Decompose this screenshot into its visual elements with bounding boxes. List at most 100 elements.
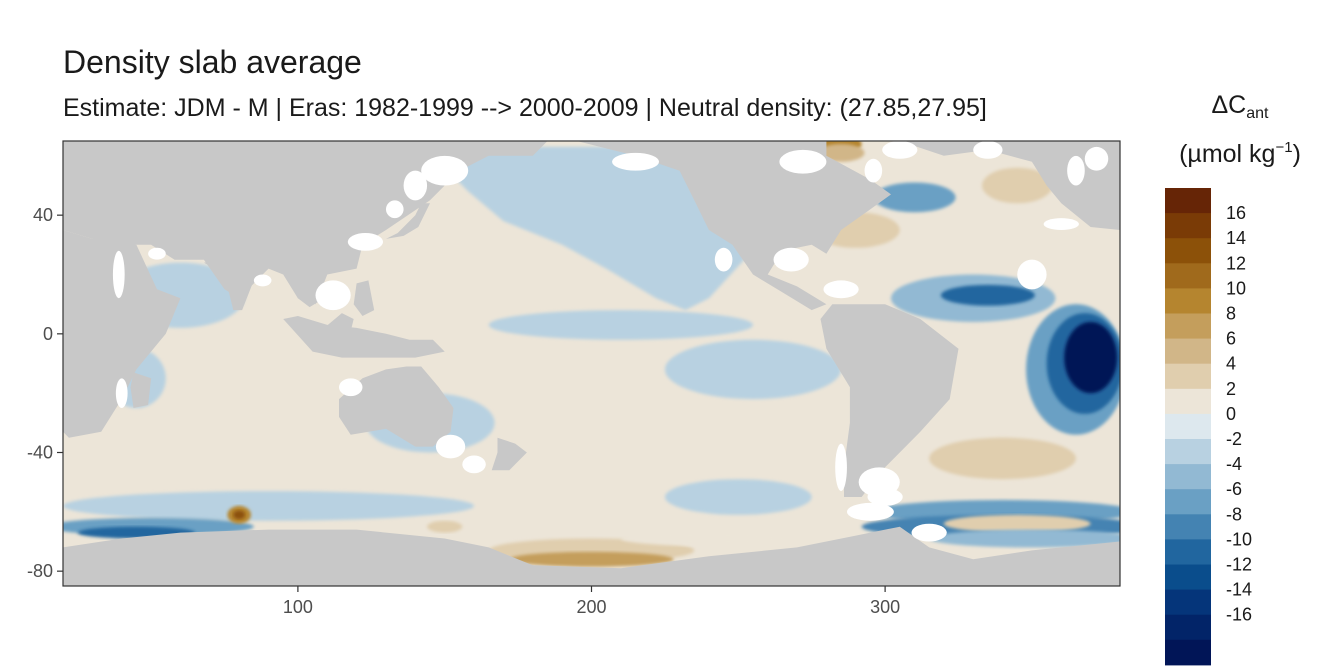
missing-s-china-sea [315,280,351,311]
x-tick-label: 100 [283,597,313,617]
y-tick-label: 0 [43,324,53,344]
anomaly-region-e-atl-core [1064,321,1118,394]
x-tick-label: 300 [870,597,900,617]
landmass-south-america [820,304,959,497]
missing-red-sea [112,250,125,299]
anomaly-region-n-atlantic-e [982,167,1053,204]
legend-break-label: -14 [1226,580,1252,600]
legend-break-label: 4 [1226,354,1236,374]
legend-color-bin [1165,614,1211,641]
missing-w-africa [1017,259,1047,290]
legend-break-label: -6 [1226,479,1242,499]
legend-color-bin [1165,413,1211,440]
anomaly-region-so-atl-pos [943,514,1091,533]
legend: ΔCant (µmol kg−1) 16 14 12 10 8 6 4 2 0 -2 -4 -6 -8 -10… [1165,91,1301,666]
missing-drake [846,502,894,521]
legend-break-label: -8 [1226,504,1242,524]
legend-color-bin [1165,489,1211,515]
missing-chile-coast [835,443,847,492]
landmass-indonesia-png [283,316,445,358]
missing-mozambique [115,378,128,408]
missing-drake-2 [867,488,903,506]
anomaly-region-ross [509,551,674,567]
legend-color-bin [1165,338,1211,365]
anomaly-region-so-pac-pos2 [427,520,463,533]
legend-units: (µmol kg−1) [1179,139,1301,168]
missing-hudson [779,149,827,174]
legend-break-label: 14 [1226,228,1246,248]
missing-alaska-gulf [612,152,660,171]
legend-color-bin [1165,288,1211,314]
missing-bay-of-bengal [253,274,272,287]
legend-break-label: 0 [1226,404,1236,424]
map-panel [63,141,1120,586]
y-tick-label: -80 [27,561,53,581]
anomaly-region-so-pac-pos3 [620,531,798,546]
anomaly-region-eq-atlantic-core [940,284,1035,306]
missing-labrador-coast [864,158,883,183]
landmass-greenland-europe [861,141,1120,230]
landmass-borneo [324,313,354,343]
legend-color-bin [1165,313,1211,340]
anomaly-region-labrador [873,182,956,213]
anomaly-region-kerguelen2 [233,510,246,520]
missing-persian-gulf [148,247,166,260]
missing-sea-of-japan [385,200,404,219]
missing-weddell-edge [911,523,947,542]
legend-color-bin [1165,238,1211,264]
legend-color-bin [1165,263,1211,289]
missing-okhotsk-2 [403,170,428,201]
legend-color-bin [1165,464,1211,490]
anomaly-region-nordic-corner2 [817,143,865,162]
missing-e-china-sea [347,232,384,251]
landmass-japan [386,203,430,239]
legend-break-label: -2 [1226,429,1242,449]
missing-nordic-1 [882,141,918,159]
legend-break-label: -16 [1226,605,1252,625]
legend-break-label: 6 [1226,329,1236,349]
legend-color-bin [1165,388,1211,415]
missing-data-mask [112,141,1109,542]
missing-nw-australia [338,378,363,397]
landmass-india [203,259,269,311]
anomaly-region-s-pacific-light2 [664,479,812,515]
legend-color-bin [1165,363,1211,390]
legend-break-label: -10 [1226,529,1252,549]
legend-break-label: 10 [1226,278,1246,298]
legend-color-bin [1165,188,1211,214]
missing-caribbean [823,280,859,299]
landmass-antarctica [63,526,1120,586]
legend-break-label: -12 [1226,555,1252,575]
legend-color-bin [1165,514,1211,540]
x-tick-label: 200 [576,597,606,617]
legend-color-bin [1165,439,1211,465]
missing-okhotsk [421,155,469,186]
legend-title: ΔCant [1211,91,1269,122]
landmass-australia [339,366,454,447]
legend-break-label: 16 [1226,203,1246,223]
anomaly-region-s-pacific-light [664,339,842,400]
anomaly-region-trop-pacific-band [488,310,753,340]
anomaly-region-so-indian-light [63,491,475,521]
missing-north-sea [1067,155,1085,186]
landmass-philippines [353,280,375,316]
y-tick-label: -40 [27,443,53,463]
legend-color-bin [1165,564,1211,591]
legend-color-bin [1165,589,1211,616]
legend-color-bin [1165,213,1211,239]
missing-baja [714,247,733,272]
y-tick-label: 40 [33,205,53,225]
anomaly-region-s-atlantic-dark [929,437,1076,480]
missing-se-australia-a [435,434,466,459]
missing-greenland-east [973,141,1003,159]
chart-title: Density slab average [63,44,362,80]
legend-break-label: 12 [1226,253,1246,273]
anomaly-region-so-atl-low [929,529,1120,548]
missing-w-mediterranean [1043,218,1079,230]
missing-se-australia-b [462,455,486,474]
landmass-madagascar [130,372,152,408]
chart-subtitle: Estimate: JDM - M | Eras: 1982-1999 --> … [63,94,987,122]
legend-color-bin [1165,539,1211,565]
